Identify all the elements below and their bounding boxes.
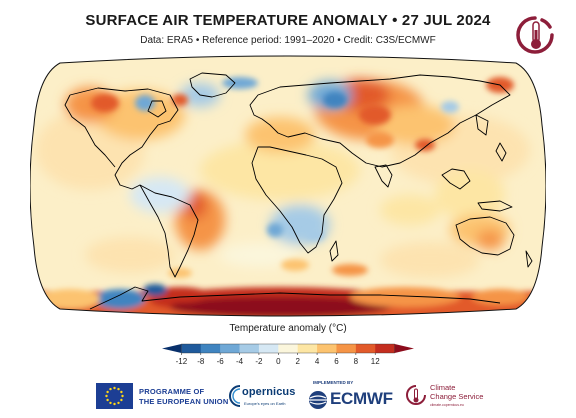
map-title: SURFACE AIR TEMPERATURE ANOMALY • 27 JUL…	[85, 12, 491, 29]
legend-title: Temperature anomaly (°C)	[229, 323, 347, 334]
copernicus-c-icon	[229, 385, 241, 407]
colorbar-frame	[181, 343, 395, 354]
eu-text-line1: PROGRAMME OF	[139, 387, 205, 396]
eu-text-line2: THE EUROPEAN UNION	[139, 397, 229, 406]
eu-programme-text: PROGRAMME OF THE EUROPEAN UNION	[139, 387, 228, 407]
colorbar-tick-label: 4	[315, 357, 320, 366]
eu-flag-icon	[96, 383, 133, 409]
colorbar-tick-label: 12	[371, 357, 380, 366]
colorbar-swatch	[200, 344, 221, 353]
implemented-by-label: IMPLEMENTED BY	[313, 380, 354, 385]
colorbar-swatch	[181, 344, 202, 353]
ccs-line2: Change Service	[430, 392, 484, 401]
colorbar-swatch	[278, 344, 298, 353]
world-anomaly-map	[30, 55, 546, 317]
colorbar-swatch	[239, 344, 260, 353]
ecmwf-logo: ECMWF	[307, 387, 393, 411]
colorbar-tick-label: -12	[176, 357, 188, 366]
colorbar-swatch	[297, 344, 318, 353]
colorbar-swatch	[220, 344, 240, 353]
colorbar-tick-label: -8	[197, 357, 205, 366]
temperature-colorbar: -12 -8 -6 -4 -2 0 2 4 6 8 12	[162, 343, 414, 366]
colorbar-swatch	[336, 344, 357, 353]
copernicus-wordmark: opernicus	[242, 386, 296, 398]
ccs-wordmark: Climate Change Service	[430, 383, 483, 401]
colorbar-swatch	[375, 344, 395, 353]
colorbar-tick-label: 6	[334, 357, 339, 366]
colorbar-swatch	[162, 344, 182, 353]
colorbar-tick-label: 8	[354, 357, 359, 366]
colorbar-swatch	[355, 344, 376, 353]
colorbar-tick-label: -6	[217, 357, 225, 366]
ccs-thermometer-icon	[406, 385, 426, 405]
footer-logos: PROGRAMME OF THE EUROPEAN UNION opernicu…	[0, 378, 576, 418]
c3s-thermometer-logo	[516, 16, 554, 54]
map-subtitle: Data: ERA5 • Reference period: 1991–2020…	[140, 35, 436, 46]
copernicus-tagline: Europe's eyes on Earth	[244, 401, 286, 406]
ccs-url: climate.copernicus.eu	[430, 403, 464, 407]
colorbar-tick-label: -4	[236, 357, 244, 366]
climate-change-service-logo: Climate Change Service climate.copernicu…	[405, 382, 500, 416]
copernicus-logo: opernicus Europe's eyes on Earth	[228, 382, 296, 412]
colorbar-tick-label: 2	[295, 357, 300, 366]
ecmwf-wordmark: ECMWF	[330, 389, 393, 408]
ccs-line1: Climate	[430, 383, 456, 392]
colorbar-swatch	[317, 344, 337, 353]
colorbar-tick-label: -2	[255, 357, 263, 366]
ecmwf-globe-icon	[309, 391, 327, 409]
colorbar-swatch	[258, 344, 279, 353]
colorbar-tick-label: 0	[276, 357, 281, 366]
colorbar-swatch	[394, 344, 414, 353]
